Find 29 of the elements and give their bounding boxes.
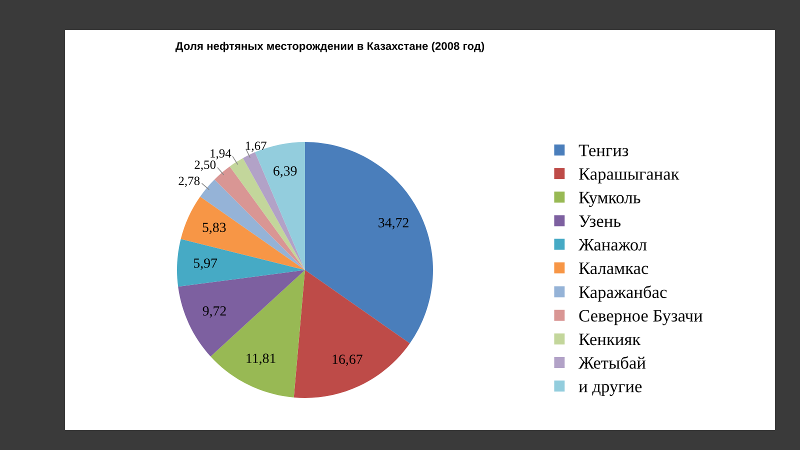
- legend-label: Карашыганак: [579, 168, 680, 184]
- data-label: 11,81: [246, 354, 276, 366]
- legend-label: Тенгиз: [578, 144, 628, 156]
- data-label: 16,67: [332, 354, 362, 366]
- data-label: 6,39: [274, 166, 297, 178]
- legend-label: Кумколь: [579, 192, 640, 207]
- legend-label: Узень: [579, 215, 621, 228]
- legend-label: Северное Бузачи: [579, 310, 702, 326]
- pie-slice: [242, 152, 305, 270]
- pie-slice: [294, 270, 410, 398]
- pie-slice: [180, 196, 305, 270]
- legend-label: Каражанбас: [579, 285, 667, 302]
- legend-label: Кенкияк: [579, 334, 641, 346]
- data-label: 2,78: [178, 176, 200, 187]
- legend-label: Жанажол: [578, 239, 647, 251]
- data-label: 5,83: [202, 222, 226, 234]
- legend-label: Каламкас: [579, 262, 648, 274]
- pie-slice: [177, 239, 305, 287]
- data-label: 1,94: [210, 149, 232, 160]
- legend-label: и другие: [578, 384, 642, 396]
- data-label: 5,97: [194, 258, 218, 270]
- data-label: 9,72: [202, 306, 226, 318]
- data-label: 2,50: [194, 160, 216, 171]
- pie-slice: [305, 142, 433, 344]
- legend-label: Жетыбай: [578, 356, 646, 369]
- pie-slice: [230, 158, 305, 270]
- data-label: 1,67: [246, 142, 266, 152]
- chart-title: Доля нефтяных месторождении в Казахстане (2008 год): [175, 42, 484, 52]
- data-label: 34,72: [378, 218, 408, 230]
